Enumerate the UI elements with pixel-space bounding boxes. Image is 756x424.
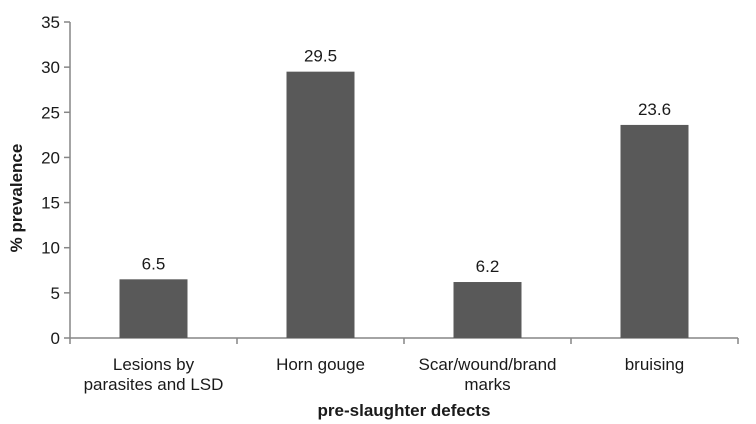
bar	[286, 71, 355, 339]
x-tick-label: parasites and LSD	[84, 375, 224, 394]
data-label: 6.2	[476, 257, 500, 276]
x-tick-label: Scar/wound/brand	[419, 355, 557, 374]
y-tick-label: 35	[41, 13, 60, 32]
x-tick-label: marks	[464, 375, 510, 394]
y-tick-label: 25	[41, 103, 60, 122]
y-tick-label: 15	[41, 194, 60, 213]
data-label: 29.5	[304, 47, 337, 66]
y-axis-title: % prevalence	[7, 144, 26, 253]
x-tick-label: Horn gouge	[276, 355, 365, 374]
data-label: 6.5	[142, 254, 166, 273]
bar	[119, 279, 188, 338]
y-tick-label: 0	[51, 329, 60, 348]
y-tick-label: 10	[41, 239, 60, 258]
x-axis-title: pre-slaughter defects	[318, 401, 491, 420]
y-tick-label: 5	[51, 284, 60, 303]
bar	[453, 282, 522, 338]
x-tick-label: Lesions by	[113, 355, 195, 374]
y-tick-label: 20	[41, 148, 60, 167]
bar	[620, 124, 689, 338]
data-label: 23.6	[638, 100, 671, 119]
x-tick-label: bruising	[625, 355, 685, 374]
y-tick-label: 30	[41, 58, 60, 77]
